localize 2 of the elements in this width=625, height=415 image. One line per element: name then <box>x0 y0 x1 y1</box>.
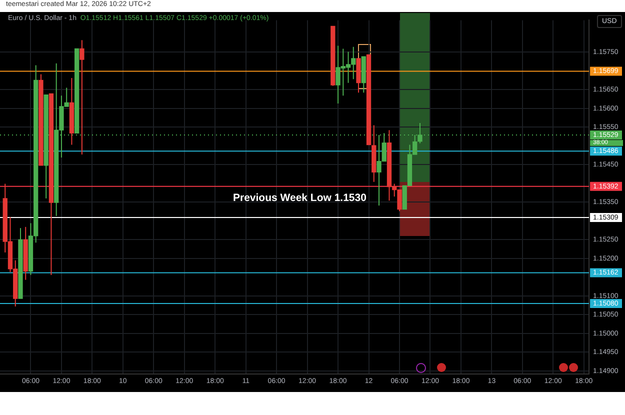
candlestick <box>80 40 84 156</box>
annotation: Previous Week Low 1.1530 <box>233 192 366 204</box>
